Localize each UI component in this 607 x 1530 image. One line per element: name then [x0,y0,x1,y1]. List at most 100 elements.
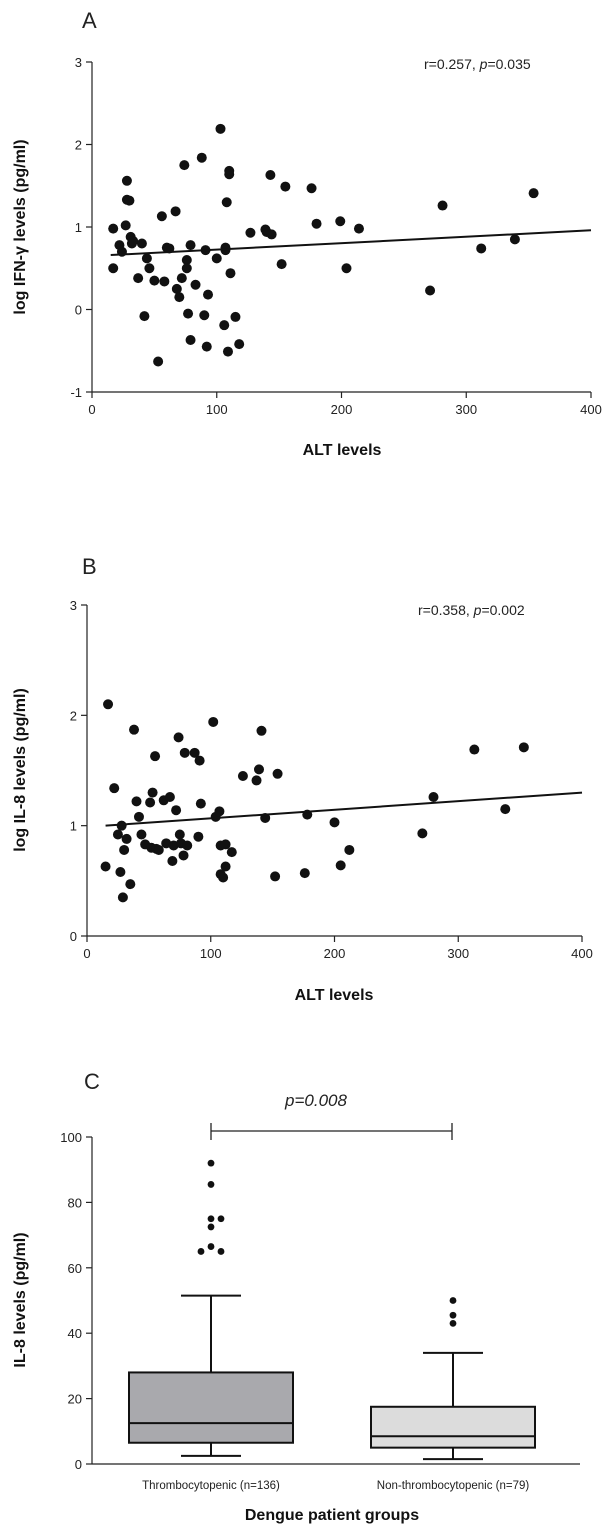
data-point [147,787,158,798]
data-point [344,844,355,855]
data-point [121,833,132,844]
panel-b-y-tick-label: 1 [70,819,77,834]
data-point [179,160,190,171]
panel-c-y-tick-label: 20 [68,1392,82,1407]
outlier-point [207,1181,215,1188]
data-point [225,268,236,279]
data-point [117,892,128,903]
data-point [167,855,178,866]
data-point [115,867,126,878]
data-point [201,341,212,352]
panel-b-y-tick-label: 3 [70,598,77,613]
data-point [208,716,219,727]
panel-b-x-tick-label: 300 [447,946,469,961]
data-point [218,872,229,883]
data-point [509,234,520,245]
significance-bracket: p=0.008 [210,1091,453,1140]
panel-b-x-tick-label: 400 [571,946,593,961]
panel-a-regression-line [110,229,592,257]
data-point [469,744,480,755]
panel-a-x-tick-label: 200 [331,402,353,417]
outlier-point [449,1297,457,1304]
data-point [220,861,231,872]
data-point [185,335,196,346]
data-point [428,791,439,802]
data-point [221,197,232,208]
panel-b-y-tick-label: 2 [70,708,77,723]
data-point [176,273,187,284]
data-point [171,283,182,294]
data-point [103,699,114,710]
panel-a-x-axis-title: ALT levels [303,442,382,459]
panel-a-y-tick-label: -1 [70,385,82,400]
data-point [136,238,147,249]
outlier-point [207,1215,215,1223]
data-point [109,783,120,794]
panel-c: C Dengue patient groups IL-8 levels (pg/… [12,1069,580,1524]
data-point [280,181,291,192]
data-point [120,220,131,231]
panel-b-letter: B [82,554,97,579]
panel-a-letter: A [82,8,97,33]
data-point [270,871,281,882]
data-point [128,236,139,247]
panel-b-regression-line [105,791,583,827]
data-point [182,840,193,851]
panel-a-y-axis-title: log IFN-γ levels (pg/ml) [12,139,29,314]
data-point [329,817,340,828]
data-point [174,292,185,303]
data-point [230,311,241,322]
outlier-point [449,1311,457,1319]
data-point [476,243,487,254]
data-point [133,273,144,284]
data-point [183,308,194,319]
data-point [178,850,189,861]
data-point [251,775,262,786]
panel-a-x-tick-label: 400 [580,402,602,417]
panel-a: A ALT levels log IFN-γ levels (pg/ml) r=… [12,8,602,459]
data-point [425,285,436,296]
box-group: Thrombocytopenic (n=136) [128,1159,294,1492]
panel-c-y-tick-label: 0 [75,1457,82,1472]
data-point [276,259,287,270]
data-point [199,310,210,321]
data-point [164,791,175,802]
panel-b-x-tick-label: 0 [83,946,90,961]
panel-c-y-tick-label: 60 [68,1261,82,1276]
box-group: Non-thrombocytopenic (n=79) [370,1297,536,1492]
panel-a-x-tick-label: 300 [455,402,477,417]
data-point [190,279,201,290]
data-point [171,805,182,816]
data-point [121,175,132,186]
panel-a-y-tick-label: 1 [75,220,82,235]
data-point [353,223,364,234]
data-point [335,216,346,227]
data-point [245,227,256,238]
data-point [195,798,206,809]
panel-b-x-tick-label: 200 [324,946,346,961]
data-point [131,796,142,807]
data-point [500,804,511,815]
panel-a-y-tick-label: 2 [75,138,82,153]
data-point [145,797,156,808]
data-point [174,829,185,840]
data-point [153,844,164,855]
data-point [266,229,277,240]
data-point [139,311,150,322]
box-iqr [128,1371,294,1444]
data-point [193,831,204,842]
data-point [299,868,310,879]
data-point [335,860,346,871]
data-point [254,764,265,775]
data-point [153,356,164,367]
data-point [133,811,144,822]
data-point [108,223,119,234]
data-point [112,829,123,840]
panel-b-x-axis-title: ALT levels [295,987,374,1004]
data-point [194,755,205,766]
data-point [237,771,248,782]
bracket-p-value: p=0.008 [284,1091,347,1110]
outlier-point [207,1223,215,1231]
data-point [215,123,226,134]
